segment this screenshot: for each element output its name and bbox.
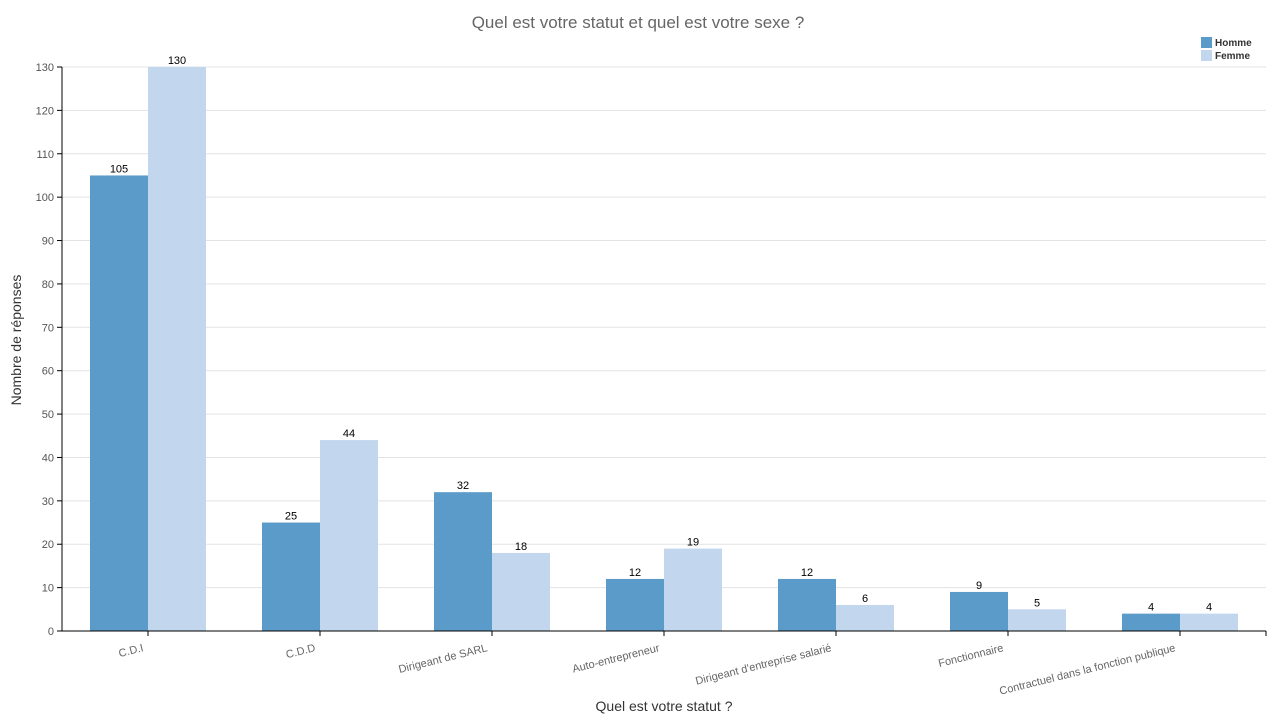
y-axis: 0 10 20 30 40 50 60 70 80 90 100 110 120 130	[36, 62, 63, 638]
data-label: 19	[687, 537, 699, 549]
bar-homme-6[interactable]	[1122, 613, 1180, 631]
x-tick-label: C.D.D	[285, 642, 317, 661]
x-tick-label: Auto-entrepreneur	[571, 642, 661, 675]
y-tick-label: 110	[36, 149, 54, 161]
bar-femme-1[interactable]	[320, 440, 378, 631]
chart-title: Quel est votre statut et quel est votre …	[472, 13, 805, 32]
bar-homme-1[interactable]	[262, 522, 320, 631]
data-label: 4	[1206, 602, 1212, 614]
x-axis-title: Quel est votre statut ?	[596, 698, 733, 714]
y-tick-label: 60	[42, 366, 54, 378]
legend-swatch-femme[interactable]	[1201, 50, 1212, 61]
data-label: 6	[862, 593, 868, 605]
y-tick-label: 40	[42, 452, 54, 464]
y-tick-label: 80	[42, 279, 54, 291]
x-axis: C.D.I C.D.D Dirigeant de SARL Auto-entrepre…	[62, 630, 1267, 698]
x-tick-label: C.D.I	[118, 642, 145, 660]
x-tick-label: Dirigeant de SARL	[397, 642, 488, 676]
legend-label-homme[interactable]: Homme	[1215, 38, 1252, 49]
data-label: 25	[285, 511, 297, 523]
legend-label-femme[interactable]: Femme	[1215, 51, 1250, 62]
data-label: 130	[168, 55, 186, 67]
data-label: 5	[1034, 597, 1040, 609]
bar-homme-0[interactable]	[90, 175, 148, 631]
y-tick-label: 20	[42, 539, 54, 551]
y-tick-label: 130	[36, 62, 54, 74]
y-tick-label: 50	[42, 409, 54, 421]
y-axis-title: Nombre de réponses	[8, 275, 24, 406]
x-tick-label: Dirigeant d'entreprise salarié	[694, 642, 832, 687]
data-label: 12	[629, 567, 641, 579]
y-tick-label: 30	[42, 496, 54, 508]
bar-femme-3[interactable]	[664, 548, 722, 631]
x-tick-label: Contractuel dans la fonction publique	[998, 642, 1177, 697]
data-label: 4	[1148, 602, 1154, 614]
y-tick-label: 0	[48, 626, 54, 638]
bars	[90, 67, 1238, 631]
bar-femme-2[interactable]	[492, 552, 550, 631]
bar-femme-0[interactable]	[148, 67, 206, 631]
data-label: 105	[110, 163, 128, 175]
bar-femme-4[interactable]	[836, 604, 894, 631]
legend-swatch-homme[interactable]	[1201, 37, 1212, 48]
bar-homme-2[interactable]	[434, 492, 492, 631]
legend: Homme Femme	[1201, 37, 1252, 62]
y-tick-label: 100	[36, 192, 54, 204]
x-tick-label: Fonctionnaire	[937, 642, 1005, 670]
data-label: 9	[976, 580, 982, 592]
data-label: 44	[343, 428, 355, 440]
y-tick-label: 90	[42, 236, 54, 248]
bar-femme-6[interactable]	[1180, 613, 1238, 631]
y-tick-label: 10	[42, 583, 54, 595]
grid-lines	[62, 66, 1266, 589]
y-tick-label: 120	[36, 105, 54, 117]
data-label: 32	[457, 480, 469, 492]
bar-homme-4[interactable]	[778, 578, 836, 631]
y-tick-label: 70	[42, 322, 54, 334]
bar-homme-3[interactable]	[606, 578, 664, 631]
data-label: 12	[801, 567, 813, 579]
bar-femme-5[interactable]	[1008, 609, 1066, 631]
bar-homme-5[interactable]	[950, 591, 1008, 631]
data-label: 18	[515, 541, 527, 553]
